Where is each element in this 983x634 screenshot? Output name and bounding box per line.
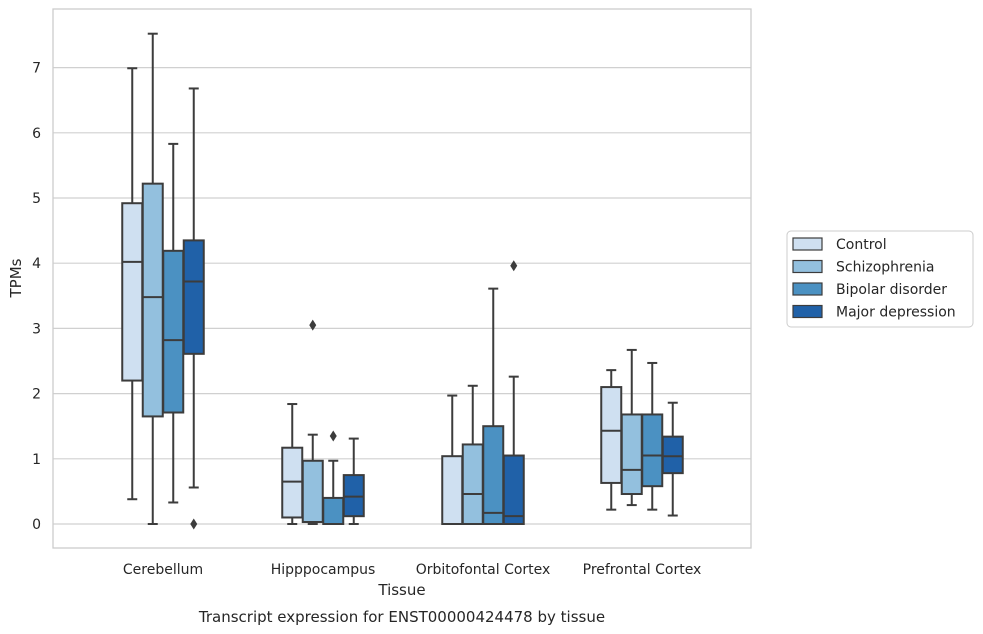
box-control	[121, 67, 144, 501]
legend-label: Schizophrenia	[836, 260, 934, 276]
x-tick-label: Orbitofontal Cortex	[416, 562, 551, 578]
chart-caption-title: Transcript expression for ENST0000042447…	[198, 608, 605, 626]
box-schizophrenia	[301, 319, 324, 525]
y-axis-ticks: 0 1 2 3 4 5 6 7	[32, 61, 41, 533]
box-body	[661, 435, 684, 475]
y-tick-label: 1	[32, 452, 41, 468]
legend-swatch	[792, 282, 823, 296]
box-body	[482, 425, 505, 526]
box-body	[461, 443, 484, 525]
y-tick-label: 4	[32, 256, 41, 272]
outlier-point	[190, 518, 198, 530]
box-body	[162, 249, 185, 414]
legend-label: Major depression	[836, 305, 956, 321]
box-body	[182, 239, 205, 355]
box-body	[301, 459, 324, 524]
box-body	[441, 455, 464, 525]
y-tick-label: 6	[32, 126, 41, 142]
boxes	[121, 32, 684, 530]
legend-swatch	[792, 259, 823, 274]
box-bipolar-disorder	[641, 361, 664, 511]
box-schizophrenia	[620, 348, 643, 507]
box-control	[281, 403, 304, 525]
outlier-point	[309, 319, 317, 331]
y-axis-title: TPMs	[7, 258, 25, 298]
box-body	[141, 182, 164, 418]
x-tick-label: Prefrontal Cortex	[583, 562, 702, 578]
plot-area-frame	[52, 8, 752, 549]
box-major-depression	[661, 401, 684, 517]
outlier-point	[510, 260, 518, 272]
box-major-depression	[502, 260, 525, 526]
legend-swatch	[792, 304, 823, 319]
legend-frame	[786, 230, 974, 328]
box-schizophrenia	[141, 32, 164, 525]
y-tick-label: 3	[32, 321, 41, 337]
y-tick-label: 0	[32, 517, 41, 533]
box-body	[600, 386, 623, 484]
box-body	[620, 413, 643, 496]
box-bipolar-disorder	[322, 430, 345, 526]
box-schizophrenia	[461, 384, 484, 525]
legend: Control Schizophrenia Bipolar disorder Majo…	[786, 230, 974, 328]
y-tick-label: 5	[32, 191, 41, 207]
box-bipolar-disorder	[482, 287, 505, 526]
x-tick-label: Hipppocampus	[271, 562, 376, 578]
y-tick-label: 7	[32, 61, 41, 77]
box-major-depression	[342, 437, 365, 525]
box-major-depression	[182, 87, 205, 530]
box-control	[600, 369, 623, 511]
box-body	[121, 202, 144, 382]
box-control	[441, 394, 464, 525]
y-tick-label: 2	[32, 387, 41, 403]
box-body	[322, 496, 345, 526]
box-body	[641, 413, 664, 488]
outlier-point	[329, 430, 337, 442]
legend-label: Bipolar disorder	[836, 282, 947, 298]
legend-swatch	[792, 237, 823, 251]
x-tick-label: Cerebellum	[123, 562, 203, 578]
box-body	[502, 454, 525, 526]
x-axis-title: Tissue	[377, 581, 425, 599]
x-axis-ticks: Cerebellum Hipppocampus Orbitofontal Corte…	[123, 562, 701, 578]
legend-label: Control	[836, 237, 887, 253]
